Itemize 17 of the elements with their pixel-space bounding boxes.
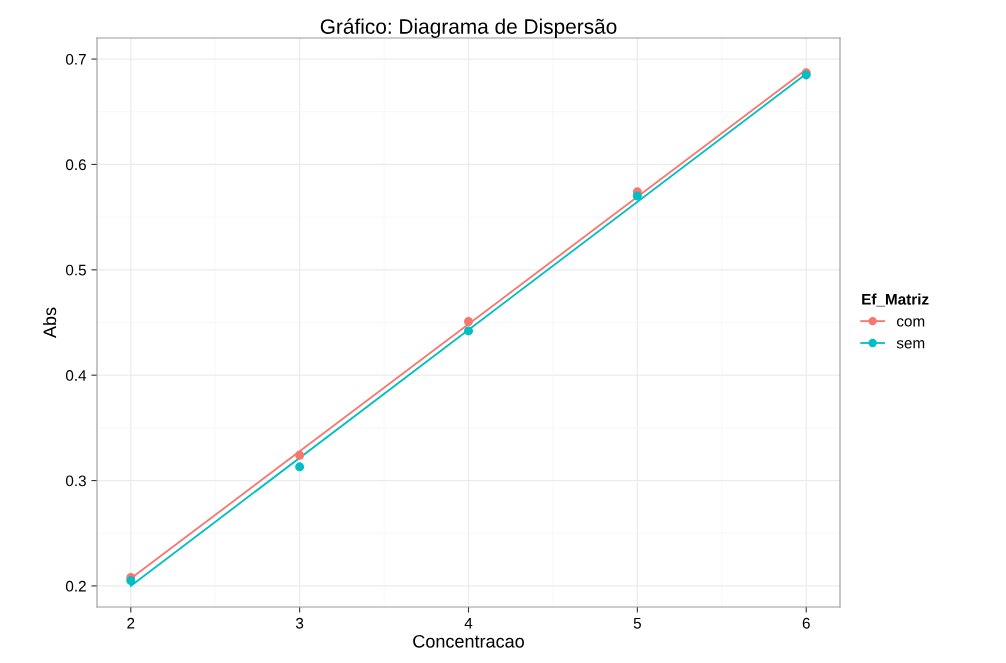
chart-title: Gráfico: Diagrama de Dispersão [320, 18, 617, 38]
y-tick-label: 0.5 [65, 264, 86, 276]
y-tick-label: 0.6 [65, 159, 86, 171]
y-tick-label: 0.2 [65, 580, 86, 592]
x-tick-label: 4 [464, 617, 473, 629]
legend-label: com [896, 318, 925, 327]
x-tick-label: 2 [127, 617, 135, 629]
legend-title: Ef_Matriz [862, 293, 929, 307]
y-tick-label: 0.3 [65, 475, 86, 487]
y-tick-label: 0.4 [65, 370, 87, 381]
x-tick-label: 6 [802, 617, 810, 629]
x-tick-label: 3 [295, 617, 304, 629]
legend-label: sem [896, 340, 925, 349]
x-axis-title: Concentracao [413, 634, 524, 648]
y-axis-title: Abs [42, 307, 57, 339]
y-tick-label: 0.7 [65, 53, 86, 65]
x-tick-label: 5 [633, 617, 641, 629]
